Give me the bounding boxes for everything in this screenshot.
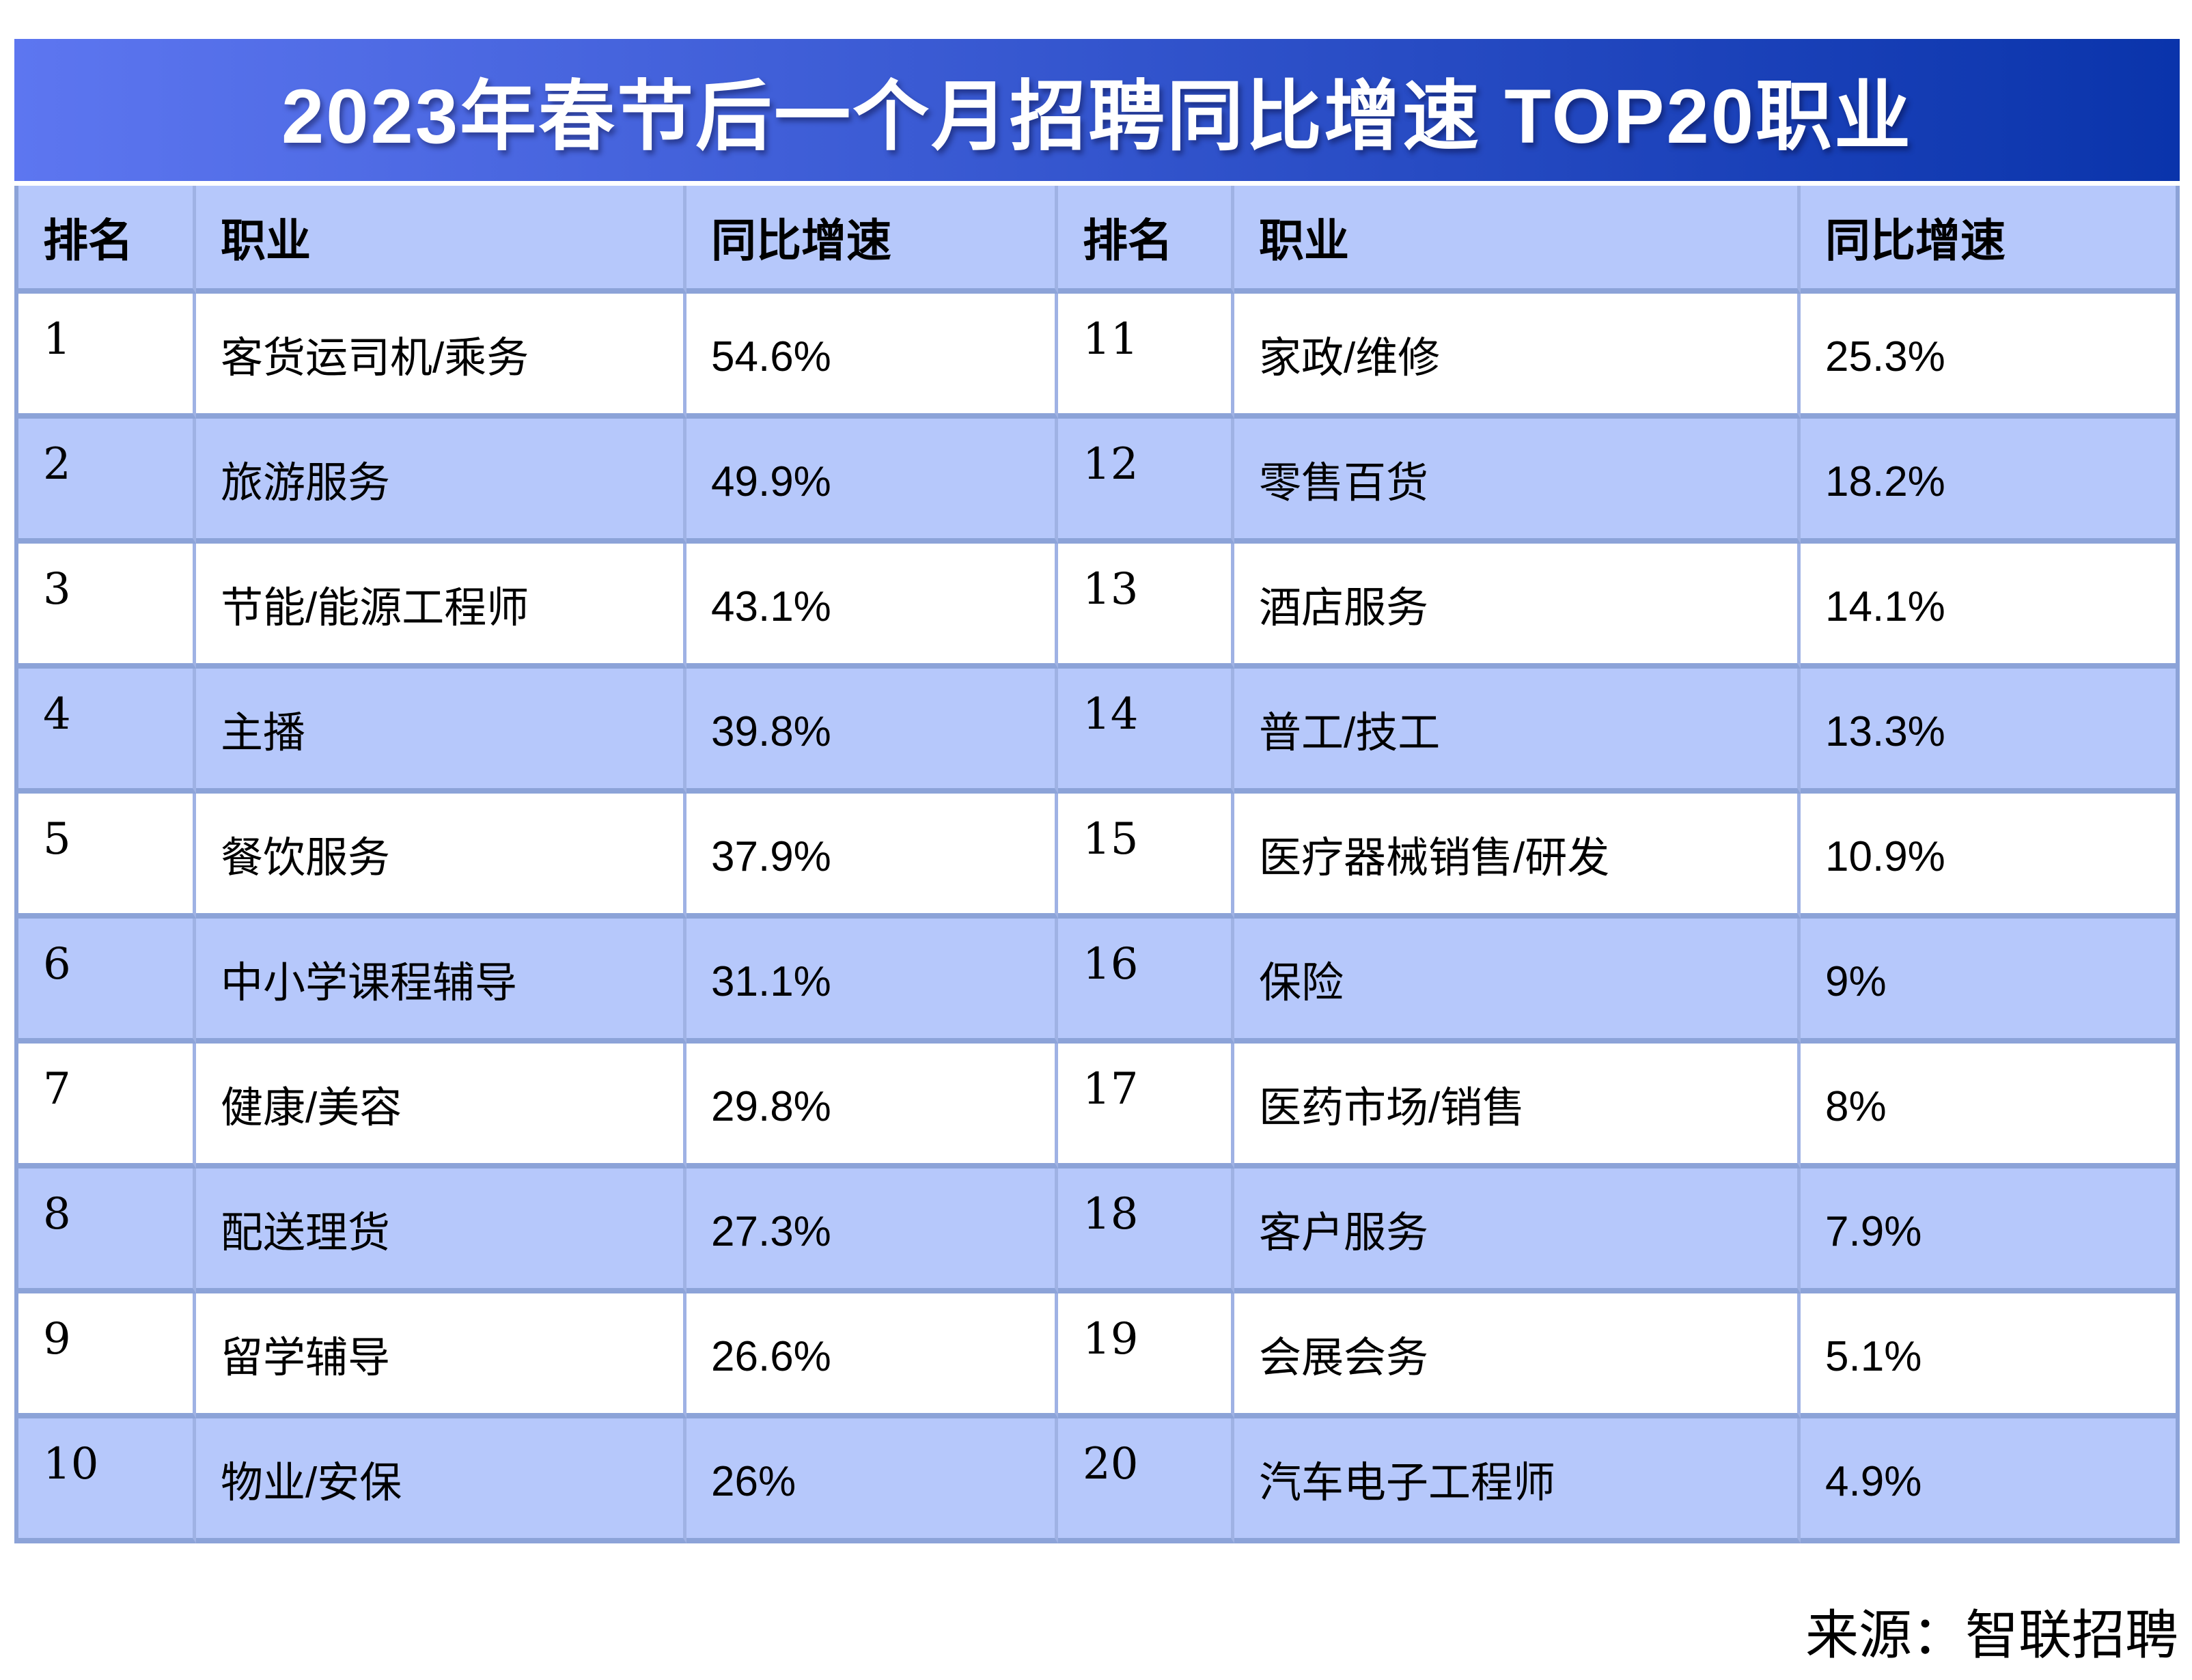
rate-cell: 26% xyxy=(686,1418,1058,1543)
rate-cell: 9% xyxy=(1801,919,2176,1044)
rate-cell: 18.2% xyxy=(1801,419,2176,544)
job-cell: 中小学课程辅导 xyxy=(196,919,686,1044)
rank-cell: 7 xyxy=(18,1044,196,1168)
job-cell: 配送理货 xyxy=(196,1168,686,1293)
job-cell: 客户服务 xyxy=(1234,1168,1801,1293)
rank-cell: 3 xyxy=(18,544,196,669)
source-note: 来源：智联招聘 xyxy=(1805,1605,2178,1665)
rank-cell: 5 xyxy=(18,794,196,919)
rank-cell: 10 xyxy=(18,1418,196,1543)
rank-cell: 18 xyxy=(1058,1168,1234,1293)
top20-table: 排名 职业 同比增速 排名 职业 同比增速 1 客货运司机/乘务 54.6% 1… xyxy=(14,186,2180,1543)
rate-cell: 29.8% xyxy=(686,1044,1058,1168)
job-cell: 会展会务 xyxy=(1234,1293,1801,1418)
job-cell: 保险 xyxy=(1234,919,1801,1044)
job-cell: 汽车电子工程师 xyxy=(1234,1418,1801,1543)
job-cell: 普工/技工 xyxy=(1234,669,1801,794)
rank-cell: 14 xyxy=(1058,669,1234,794)
job-cell: 餐饮服务 xyxy=(196,794,686,919)
job-cell: 物业/安保 xyxy=(196,1418,686,1543)
job-cell: 医疗器械销售/研发 xyxy=(1234,794,1801,919)
rank-cell: 20 xyxy=(1058,1418,1234,1543)
rank-cell: 2 xyxy=(18,419,196,544)
rate-cell: 26.6% xyxy=(686,1293,1058,1418)
job-cell: 医药市场/销售 xyxy=(1234,1044,1801,1168)
header-rank-right: 排名 xyxy=(1058,186,1234,294)
rate-cell: 10.9% xyxy=(1801,794,2176,919)
rate-cell: 54.6% xyxy=(686,294,1058,419)
job-cell: 客货运司机/乘务 xyxy=(196,294,686,419)
rank-cell: 12 xyxy=(1058,419,1234,544)
job-cell: 零售百货 xyxy=(1234,419,1801,544)
rate-cell: 27.3% xyxy=(686,1168,1058,1293)
header-rate-left: 同比增速 xyxy=(686,186,1058,294)
title-banner: 2023年春节后一个月招聘同比增速 TOP20职业 xyxy=(14,39,2180,181)
rank-cell: 11 xyxy=(1058,294,1234,419)
job-cell: 酒店服务 xyxy=(1234,544,1801,669)
rank-cell: 4 xyxy=(18,669,196,794)
rank-cell: 15 xyxy=(1058,794,1234,919)
header-rank-left: 排名 xyxy=(18,186,196,294)
rank-cell: 9 xyxy=(18,1293,196,1418)
rank-cell: 17 xyxy=(1058,1044,1234,1168)
header-job-right: 职业 xyxy=(1234,186,1801,294)
rate-cell: 31.1% xyxy=(686,919,1058,1044)
rate-cell: 13.3% xyxy=(1801,669,2176,794)
rate-cell: 49.9% xyxy=(686,419,1058,544)
job-cell: 旅游服务 xyxy=(196,419,686,544)
rate-cell: 37.9% xyxy=(686,794,1058,919)
rate-cell: 7.9% xyxy=(1801,1168,2176,1293)
job-cell: 留学辅导 xyxy=(196,1293,686,1418)
rate-cell: 39.8% xyxy=(686,669,1058,794)
rank-cell: 13 xyxy=(1058,544,1234,669)
rank-cell: 19 xyxy=(1058,1293,1234,1418)
job-cell: 节能/能源工程师 xyxy=(196,544,686,669)
rank-cell: 8 xyxy=(18,1168,196,1293)
rank-cell: 16 xyxy=(1058,919,1234,1044)
rank-cell: 6 xyxy=(18,919,196,1044)
header-rate-right: 同比增速 xyxy=(1801,186,2176,294)
page-title: 2023年春节后一个月招聘同比增速 TOP20职业 xyxy=(281,74,1913,159)
rate-cell: 4.9% xyxy=(1801,1418,2176,1543)
header-job-left: 职业 xyxy=(196,186,686,294)
rate-cell: 14.1% xyxy=(1801,544,2176,669)
rate-cell: 43.1% xyxy=(686,544,1058,669)
rate-cell: 5.1% xyxy=(1801,1293,2176,1418)
job-cell: 主播 xyxy=(196,669,686,794)
job-cell: 家政/维修 xyxy=(1234,294,1801,419)
rate-cell: 8% xyxy=(1801,1044,2176,1168)
job-cell: 健康/美容 xyxy=(196,1044,686,1168)
rate-cell: 25.3% xyxy=(1801,294,2176,419)
rank-cell: 1 xyxy=(18,294,196,419)
